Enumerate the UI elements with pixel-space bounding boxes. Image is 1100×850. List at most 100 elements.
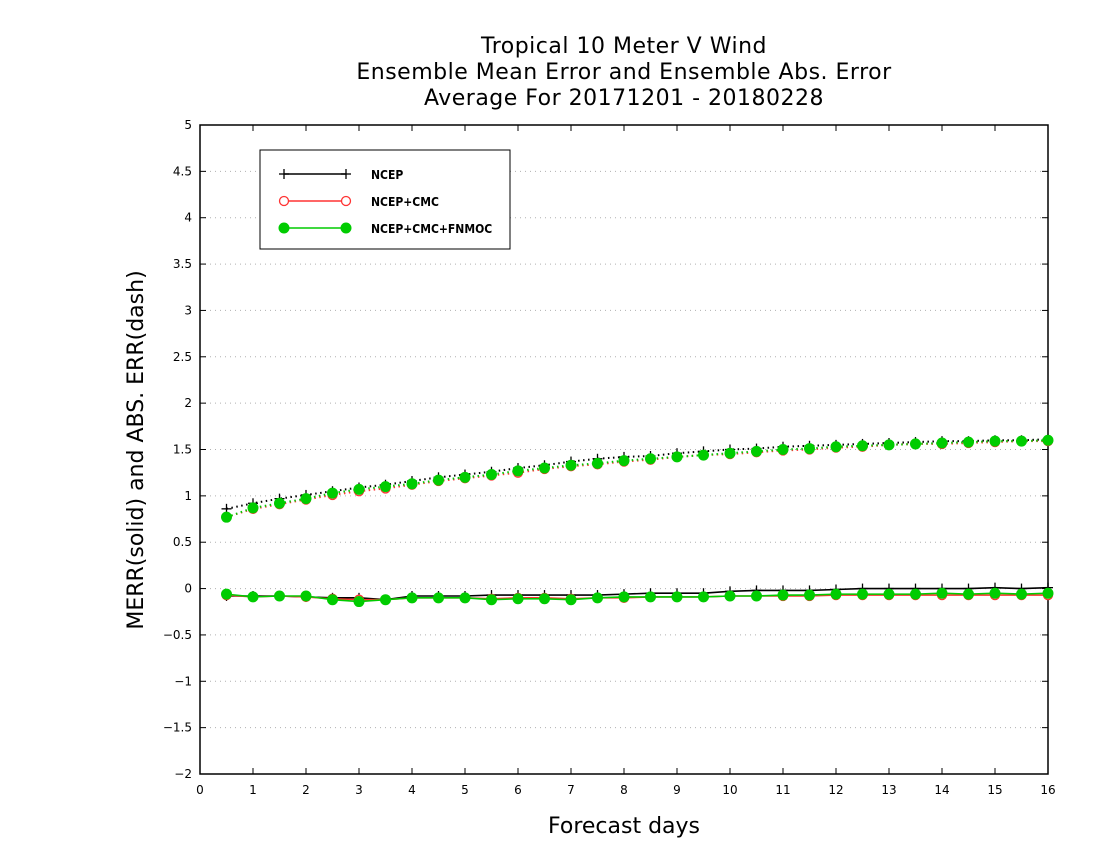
y-axis-label: MERR(solid) and ABS. ERR(dash) — [124, 270, 149, 629]
x-tick-label: 2 — [302, 783, 310, 797]
data-point-filled-circle — [751, 590, 762, 602]
data-point-filled-circle — [963, 436, 974, 448]
y-tick-label: 3.5 — [173, 257, 192, 271]
data-point-filled-circle — [592, 592, 603, 604]
chart-date-range: Average For 20171201 - 20180228 — [423, 86, 825, 111]
x-tick-label: 16 — [1040, 783, 1055, 797]
gridlines — [200, 170, 1048, 729]
data-point-filled-circle — [671, 591, 683, 603]
y-tick-label: 0 — [184, 582, 192, 596]
data-point-filled-circle — [353, 596, 365, 608]
data-point-filled-circle — [645, 591, 656, 603]
x-tick-label: 13 — [881, 783, 896, 797]
data-point-filled-circle — [1042, 587, 1054, 599]
data-point-filled-circle — [724, 590, 736, 602]
data-point-filled-circle — [1016, 588, 1027, 600]
data-point-filled-circle — [804, 443, 815, 455]
x-tick-label: 10 — [722, 783, 737, 797]
series-line-abserr-ncep-cmc — [226, 440, 1048, 519]
data-point-filled-circle — [592, 457, 603, 469]
x-tick-label: 3 — [355, 783, 363, 797]
x-tick-label: 11 — [775, 783, 790, 797]
data-point-filled-circle — [857, 440, 868, 452]
data-point-filled-circle — [804, 589, 815, 601]
y-tick-label: 0.5 — [173, 535, 192, 549]
legend-label: NCEP — [371, 168, 403, 182]
data-point-filled-circle — [247, 502, 259, 514]
axes: 54.543.532.521.510.50−0.5−1−1.5−20 1 2 3 4 5 6… — [163, 118, 1056, 797]
y-tick-label: 2 — [184, 396, 192, 410]
data-point-filled-circle — [433, 592, 444, 604]
data-point-filled-circle — [936, 587, 948, 599]
series-lines — [221, 434, 1054, 608]
data-point-filled-circle — [539, 462, 550, 474]
series-line-abserr-ncep-cmc-fnmoc — [226, 439, 1049, 519]
data-point-filled-circle — [221, 588, 232, 600]
data-point-filled-circle — [910, 588, 921, 600]
y-tick-label: 5 — [184, 118, 192, 132]
data-point-filled-circle — [777, 589, 789, 601]
chart-title-block: Tropical 10 Meter V Wind Ensemble Mean E… — [200, 34, 1048, 112]
data-point-filled-circle — [278, 222, 290, 234]
x-tick-label: 9 — [673, 783, 681, 797]
data-point-filled-circle — [221, 511, 232, 523]
data-point-filled-circle — [340, 222, 352, 234]
y-tick-label: 1.5 — [173, 443, 192, 457]
data-point-filled-circle — [380, 594, 391, 606]
series-line-abserr-ncep — [226, 438, 1049, 510]
x-tick-label: 6 — [514, 783, 522, 797]
data-point-filled-circle — [830, 588, 842, 600]
data-point-filled-circle — [698, 591, 709, 603]
data-point-filled-circle — [274, 590, 285, 602]
y-tick-label: 1 — [184, 489, 192, 503]
x-tick-label: 15 — [987, 783, 1002, 797]
y-tick-label: −0.5 — [163, 628, 192, 642]
data-point-filled-circle — [353, 483, 365, 495]
data-point-filled-circle — [459, 592, 471, 604]
data-point-filled-circle — [459, 471, 471, 483]
data-point-filled-circle — [724, 447, 736, 459]
data-point-filled-circle — [1016, 435, 1027, 447]
data-point-filled-circle — [989, 587, 1001, 599]
data-point-open-circle — [278, 195, 290, 207]
x-tick-label: 0 — [196, 783, 204, 797]
legend-label: NCEP+CMC — [371, 195, 439, 209]
y-tick-label: −1.5 — [163, 721, 192, 735]
data-point-filled-circle — [883, 588, 895, 600]
data-point-filled-circle — [618, 591, 630, 603]
chart-title: Tropical 10 Meter V Wind — [480, 34, 768, 59]
data-point-filled-circle — [486, 469, 497, 481]
x-tick-label: 14 — [934, 783, 949, 797]
legend-label: NCEP+CMC+FNMOC — [371, 222, 492, 236]
chart-subtitle: Ensemble Mean Error and Ensemble Abs. Er… — [356, 60, 892, 85]
x-tick-label: 12 — [828, 783, 843, 797]
data-point-filled-circle — [486, 594, 497, 606]
data-point-open-circle — [340, 195, 352, 207]
data-point-filled-circle — [300, 590, 312, 602]
x-axis-label: Forecast days — [548, 814, 700, 839]
data-point-filled-circle — [989, 435, 1001, 447]
data-point-filled-circle — [857, 588, 868, 600]
data-point-filled-circle — [247, 591, 259, 603]
data-point-filled-circle — [618, 455, 630, 467]
data-point-filled-circle — [380, 481, 391, 493]
data-point-filled-circle — [539, 593, 550, 605]
legend-box — [259, 149, 511, 250]
legend: NCEP NCEP+CMC NCEP+CMC+FNMOC — [259, 149, 511, 250]
data-point-filled-circle — [406, 592, 418, 604]
data-point-filled-circle — [327, 594, 338, 606]
plot-frame — [199, 124, 1049, 775]
x-tick-label: 1 — [249, 783, 257, 797]
x-tick-label: 4 — [408, 783, 416, 797]
x-tick-label: 7 — [567, 783, 575, 797]
data-point-filled-circle — [512, 593, 524, 605]
data-point-plus — [279, 169, 289, 179]
x-tick-label: 8 — [620, 783, 628, 797]
data-point-filled-circle — [300, 493, 312, 505]
data-point-filled-circle — [963, 588, 974, 600]
data-point-filled-circle — [883, 439, 895, 451]
data-point-filled-circle — [274, 497, 285, 509]
data-point-filled-circle — [512, 465, 524, 477]
y-tick-label: −2 — [174, 767, 192, 781]
